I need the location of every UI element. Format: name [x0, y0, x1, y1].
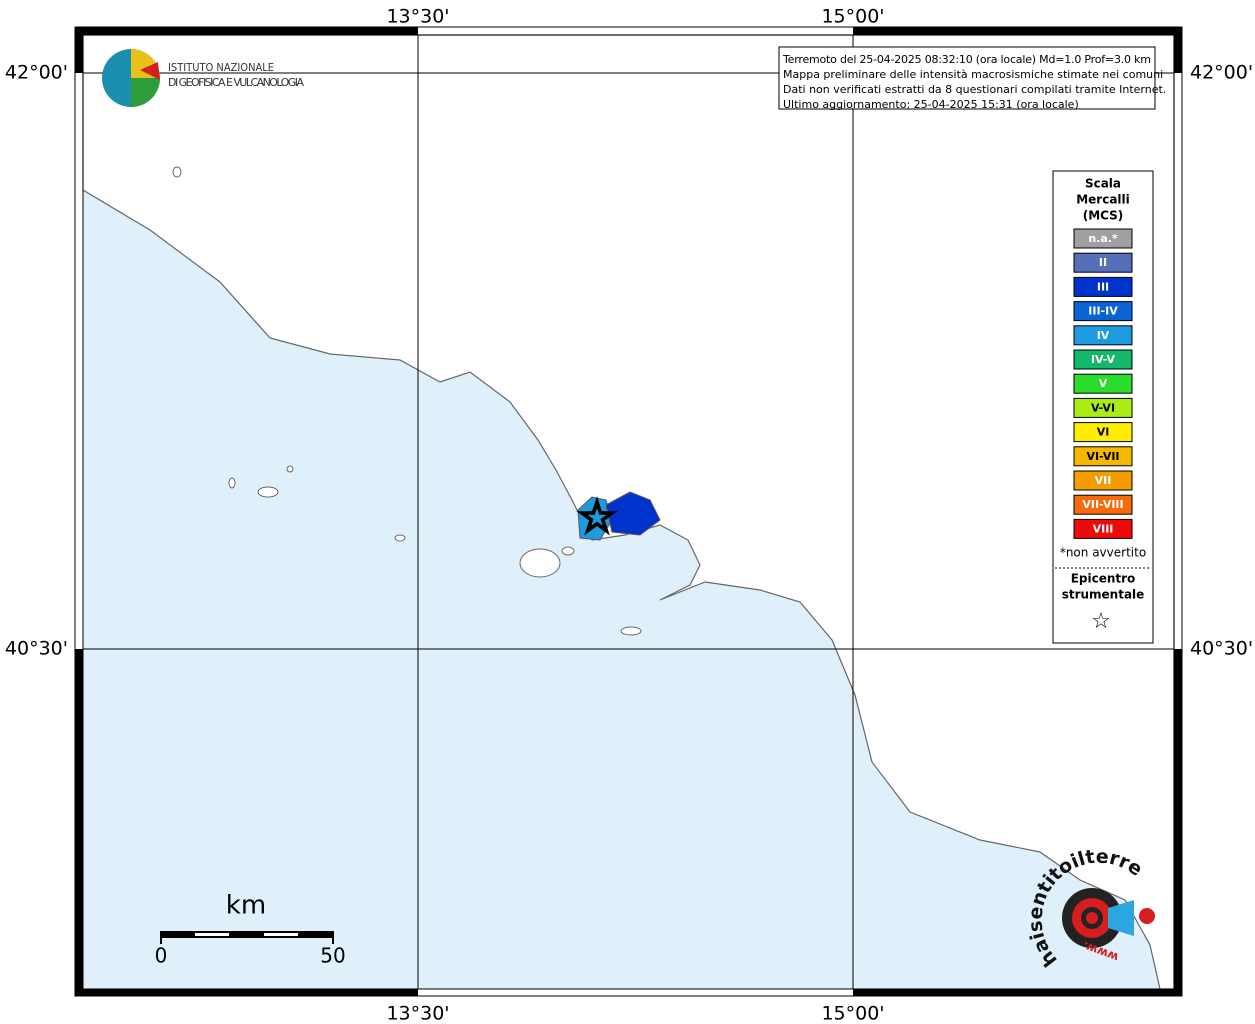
legend-swatch	[1073, 325, 1133, 346]
legend-label: VI	[1097, 426, 1110, 439]
legend-swatch	[1073, 373, 1133, 394]
legend-epicenter: strumentale	[1062, 588, 1145, 602]
intensity-area-iii	[605, 491, 661, 536]
lon-label: 15°00'	[821, 1003, 884, 1024]
legend-label: VIII	[1093, 522, 1114, 535]
legend-label: VII	[1095, 474, 1112, 487]
legend-label: II	[1099, 256, 1107, 269]
legend-star: ☆	[1091, 609, 1111, 634]
legend-title: (MCS)	[1083, 209, 1124, 223]
legend-swatch	[1073, 494, 1133, 515]
legend-label: V	[1099, 377, 1108, 390]
logo-text: ISTITUTO NAZIONALE	[168, 61, 274, 74]
legend-label: IV	[1097, 329, 1110, 342]
scale-unit: km	[226, 891, 266, 921]
info-line: Terremoto del 25-04-2025 08:32:10 (ora l…	[782, 53, 1151, 66]
legend-title: Scala	[1085, 177, 1121, 191]
legend-swatch	[1073, 470, 1133, 491]
legend-label: VI-VII	[1086, 450, 1119, 463]
legend-label: III-IV	[1088, 305, 1118, 318]
ingv-logo: ISTITUTO NAZIONALE DI GEOFISICA E VULCAN…	[102, 49, 304, 107]
legend-swatch	[1073, 422, 1133, 443]
info-line: Ultimo aggiornamento: 25-04-2025 15:31 (…	[783, 98, 1079, 111]
legend-label: VII-VIII	[1082, 498, 1123, 511]
lon-label: 15°00'	[821, 6, 884, 28]
legend-epicenter: Epicentro	[1071, 572, 1136, 586]
frame	[74, 26, 1183, 997]
scale-bar: km 0 50	[155, 891, 346, 968]
scale-end: 50	[320, 944, 345, 968]
legend-note: *non avvertito	[1060, 546, 1146, 560]
legend-swatch	[1073, 518, 1133, 539]
legend-swatch	[1073, 252, 1133, 273]
lat-label: 42°00'	[1190, 62, 1253, 84]
legend-swatch	[1073, 349, 1133, 370]
scale-start: 0	[155, 944, 168, 968]
lat-label: 40°30'	[1190, 638, 1253, 660]
lat-label: 42°00'	[5, 62, 68, 84]
legend-label: III	[1097, 280, 1109, 293]
legend-swatch	[1073, 228, 1133, 249]
legend-label: IV-V	[1091, 353, 1116, 366]
logo-text: DI GEOFISICA E VULCANOLOGIA	[168, 76, 304, 89]
lon-label: 13°30'	[386, 6, 449, 28]
lon-label: 13°30'	[386, 1003, 449, 1024]
legend-swatch	[1073, 276, 1133, 297]
legend-label: V-VI	[1091, 401, 1115, 414]
lat-label: 40°30'	[5, 638, 68, 660]
islands	[172, 166, 642, 636]
legend-swatch	[1073, 301, 1133, 322]
info-line: Dati non verificati estratti da 8 questi…	[783, 83, 1166, 96]
info-line: Mappa preliminare delle intensità macros…	[783, 68, 1163, 81]
legend-label: n.a.*	[1088, 232, 1118, 245]
legend-swatch	[1073, 397, 1133, 418]
legend-title: Mercalli	[1076, 193, 1130, 207]
epicenter-star: ☆	[577, 492, 616, 543]
legend-swatch	[1073, 446, 1133, 467]
info-box	[778, 46, 1156, 110]
